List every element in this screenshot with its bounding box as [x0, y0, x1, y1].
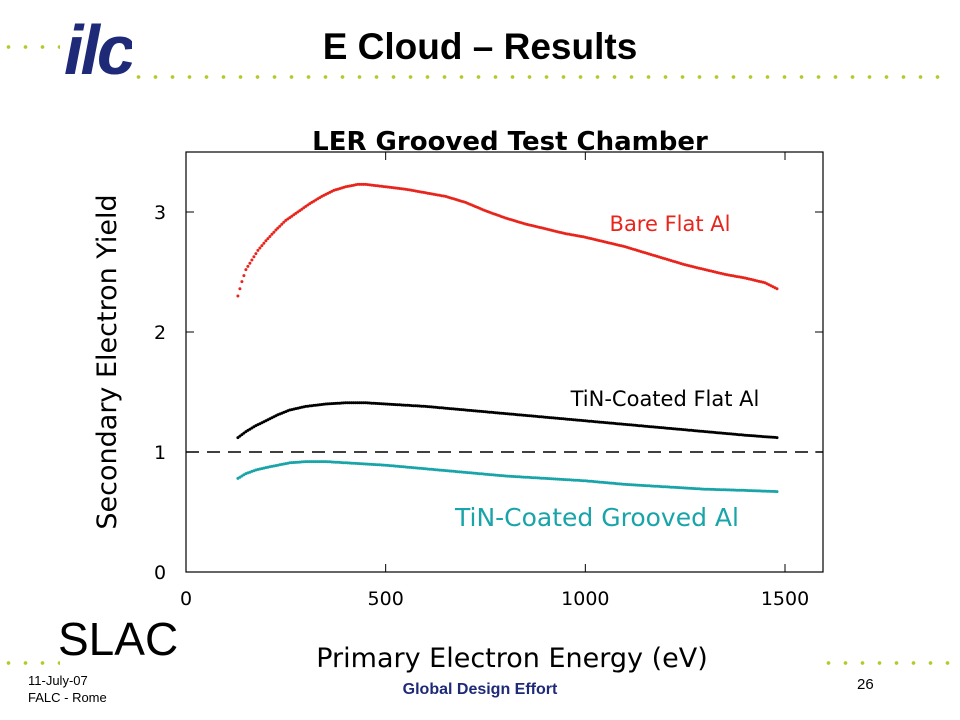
data-point: [775, 436, 779, 440]
footer-location: FALC - Rome: [28, 690, 107, 705]
bottom-left-dots: [0, 660, 60, 666]
series-label: TiN-Coated Flat Al: [570, 387, 760, 411]
bottom-right-dots: [820, 660, 960, 666]
data-point: [260, 244, 264, 248]
y-tick-label: 1: [154, 442, 166, 464]
footer-date-location: 11-July-07 FALC - Rome: [28, 672, 107, 706]
svg-text:ilc: ilc: [64, 11, 132, 86]
x-tick-label: 500: [368, 588, 404, 610]
data-point: [240, 280, 244, 284]
data-point: [280, 222, 284, 226]
data-point: [250, 258, 254, 262]
footer-center: Global Design Effort: [402, 681, 558, 698]
top-dots: [130, 74, 950, 80]
series-1: [236, 182, 779, 298]
series-label: Bare Flat Al: [610, 212, 731, 236]
data-point: [246, 264, 250, 268]
y-axis-label: Secondary Electron Yield: [92, 194, 123, 529]
data-point: [268, 235, 272, 238]
data-point: [274, 228, 278, 232]
x-tick-label: 1500: [761, 588, 809, 610]
slide-title: E Cloud – Results: [322, 26, 638, 67]
data-point: [248, 261, 252, 265]
y-tick-label: 3: [154, 202, 166, 224]
series-label: TiN-Coated Grooved Al: [454, 503, 739, 532]
data-point: [270, 232, 274, 236]
top-left-dots: [0, 44, 60, 50]
series-2: [236, 401, 779, 440]
data-point: [254, 252, 258, 256]
data-point: [258, 246, 262, 250]
data-point: [282, 220, 286, 224]
data-point: [775, 287, 779, 291]
x-tick-label: 1000: [561, 588, 609, 610]
data-point: [272, 230, 276, 234]
data-point: [244, 268, 248, 272]
series-3: [236, 460, 779, 494]
slac-label: SLAC: [58, 613, 179, 665]
plot-frame: [185, 151, 824, 573]
x-tick-label: 0: [180, 588, 192, 610]
page-number: 26: [857, 676, 874, 693]
data-point: [278, 224, 282, 228]
data-point: [276, 226, 280, 230]
data-point: [264, 239, 268, 243]
data-point: [775, 490, 779, 494]
data-point: [256, 248, 260, 252]
data-point: [238, 287, 242, 291]
data-point: [236, 294, 240, 298]
ilc-logo: ilc: [64, 11, 132, 86]
x-axis-label: Primary Electron Energy (eV): [316, 643, 708, 674]
data-point: [262, 241, 266, 245]
y-tick-label: 0: [154, 562, 166, 584]
footer-date: 11-July-07: [28, 673, 88, 688]
data-point: [266, 237, 270, 241]
data-point: [242, 274, 246, 278]
data-point: [252, 255, 256, 259]
y-tick-label: 2: [154, 322, 166, 344]
